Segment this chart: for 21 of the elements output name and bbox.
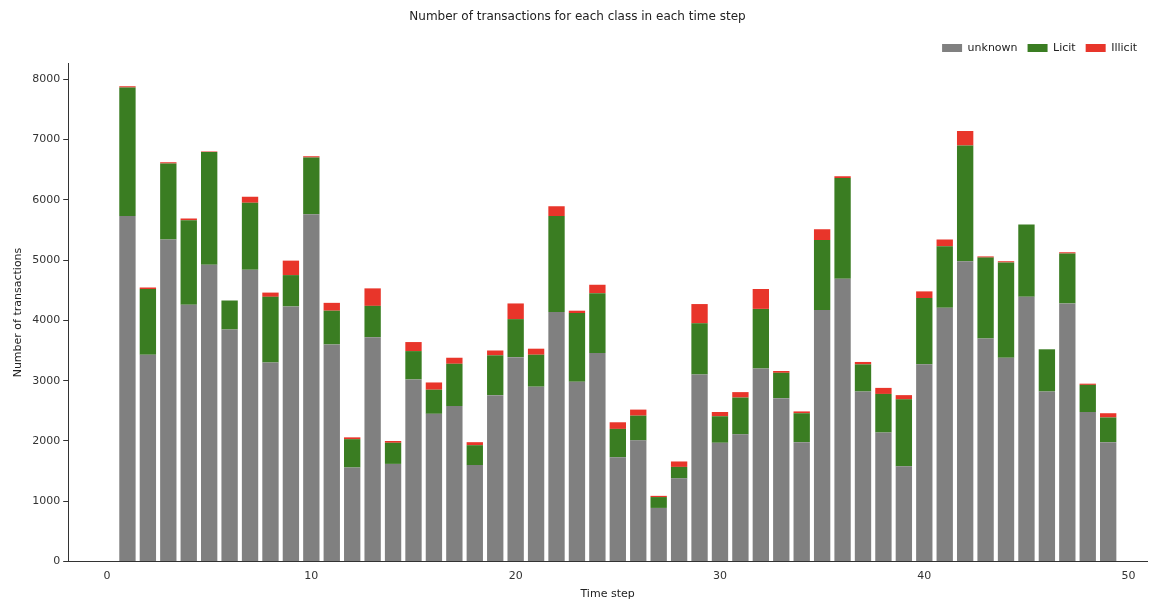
legend-label: unknown	[967, 40, 1018, 54]
x-tick-label: 20	[508, 569, 523, 583]
y-tick-label: 6000	[32, 192, 61, 206]
x-tick-label: 50	[1121, 569, 1136, 583]
legend-label: Illicit	[1111, 40, 1138, 54]
y-tick-label: 2000	[32, 433, 61, 447]
y-tick-label: 7000	[32, 132, 61, 146]
chart-title: Number of transactions for each class in each time step	[409, 9, 746, 24]
y-tick-label: 0	[53, 554, 61, 568]
legend-label: Licit	[1053, 40, 1077, 54]
y-tick-label: 4000	[32, 313, 61, 327]
y-axis-title: Number of transactions	[11, 247, 25, 378]
y-tick-label: 8000	[32, 71, 61, 85]
x-tick-label: 30	[712, 569, 727, 583]
x-tick-label: 0	[103, 569, 111, 583]
y-tick-label: 5000	[32, 252, 61, 266]
y-tick-label: 3000	[32, 373, 61, 387]
y-tick-label: 1000	[32, 494, 61, 508]
x-tick-label: 40	[917, 569, 932, 583]
x-tick-label: 10	[304, 569, 319, 583]
x-axis-title: Time step	[579, 587, 635, 601]
